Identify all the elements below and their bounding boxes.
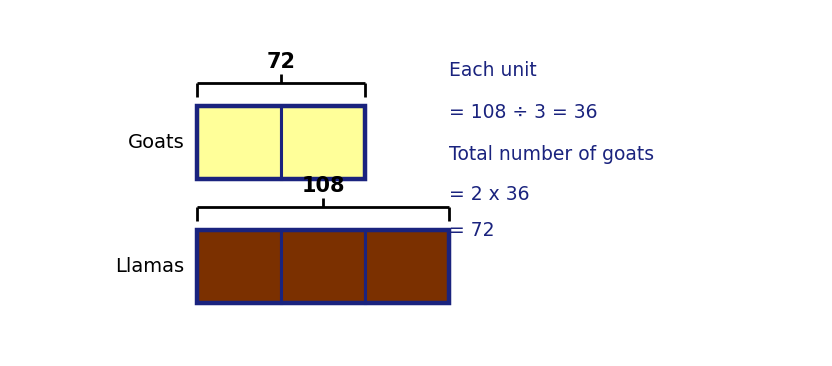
Text: 72: 72 (267, 52, 296, 72)
Text: Llamas: Llamas (116, 257, 185, 276)
Text: = 2 x 36: = 2 x 36 (449, 185, 529, 204)
Bar (365, 230, 449, 303)
Text: Total number of goats: Total number of goats (449, 145, 654, 164)
Bar (197, 230, 281, 303)
Text: = 108 ÷ 3 = 36: = 108 ÷ 3 = 36 (449, 103, 597, 122)
Bar (197, 106, 365, 179)
Text: 108: 108 (301, 176, 345, 196)
Bar (197, 106, 281, 179)
Bar (281, 106, 365, 179)
Text: Goats: Goats (128, 133, 185, 152)
Bar (281, 230, 365, 303)
Text: = 72: = 72 (449, 221, 494, 240)
Text: Each unit: Each unit (449, 61, 537, 80)
Bar (197, 230, 449, 303)
